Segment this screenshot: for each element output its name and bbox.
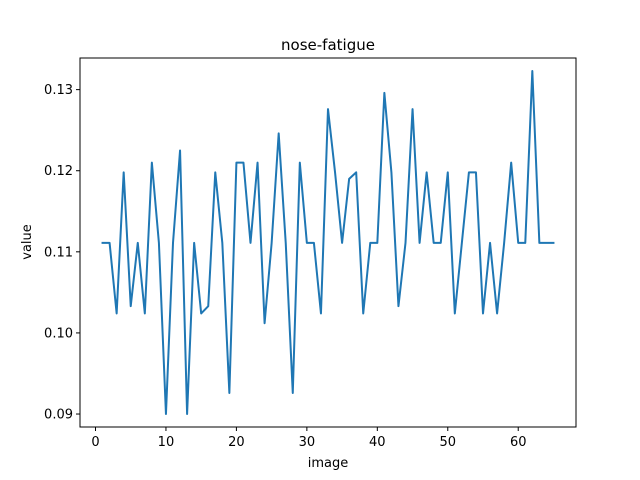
x-tick-label: 60 — [510, 435, 527, 450]
x-tick-label: 10 — [158, 435, 175, 450]
x-tick-label: 30 — [299, 435, 316, 450]
x-tick-label: 50 — [439, 435, 456, 450]
y-axis-label: value — [20, 224, 35, 260]
plot-frame — [79, 57, 577, 428]
chart-title: nose-fatigue — [281, 36, 375, 54]
y-tick-label: 0.11 — [44, 245, 73, 260]
x-tick-label: 20 — [228, 435, 245, 450]
y-tick-label: 0.10 — [44, 326, 73, 341]
x-axis: 0 10 20 30 40 50 60 — [91, 427, 527, 450]
y-axis: 0.09 0.10 0.11 0.12 0.13 — [44, 83, 80, 423]
x-tick-label: 40 — [369, 435, 386, 450]
y-tick-label: 0.12 — [44, 164, 73, 179]
x-axis-label: image — [308, 456, 349, 471]
x-tick-label: 0 — [91, 435, 99, 450]
y-tick-label: 0.09 — [44, 408, 73, 423]
plot-area — [101, 69, 555, 416]
y-tick-label: 0.13 — [44, 83, 73, 98]
